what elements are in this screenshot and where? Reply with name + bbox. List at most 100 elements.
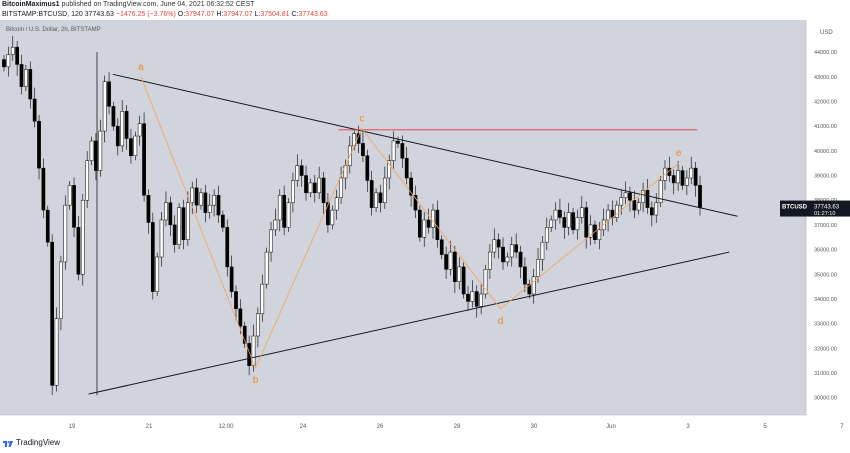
candle-body — [94, 140, 98, 171]
x-tick-label: 21 — [146, 424, 153, 430]
candle-body — [378, 192, 383, 203]
candle-body — [593, 224, 597, 240]
symbol-label[interactable]: BITSTAMP:BTCUSD, 120 — [2, 11, 83, 18]
candle-body — [234, 291, 238, 310]
candle-body — [277, 195, 282, 221]
open-value: 37947.07 — [185, 11, 215, 18]
candle-body — [89, 140, 94, 161]
y-tick-label: 44000.00 — [814, 50, 837, 56]
tradingview-footer[interactable]: TradingView — [3, 438, 60, 447]
y-tick-label: 40000.00 — [814, 149, 837, 155]
candle-body — [649, 207, 654, 216]
candle-body — [190, 187, 195, 203]
high-value: 37947.07 — [223, 11, 253, 18]
y-tick-label: 43000.00 — [814, 75, 837, 81]
y-tick-label: 32000.00 — [814, 346, 837, 352]
tradingview-logo-icon — [3, 440, 13, 447]
price-chart[interactable]: USD30000.0031000.0032000.0033000.0034000… — [0, 20, 850, 435]
candle-body — [444, 254, 448, 270]
candle-body — [488, 251, 492, 270]
candle-body — [273, 219, 278, 231]
candle-body — [155, 256, 160, 292]
candle-body — [225, 227, 230, 268]
candle-body — [693, 167, 698, 186]
wave-label-c: c — [359, 114, 364, 125]
x-tick-label: 19 — [69, 424, 76, 430]
x-tick-label: 28 — [454, 424, 461, 430]
candle-body — [168, 202, 173, 226]
x-tick-label: 12:00 — [218, 424, 234, 430]
candle-body — [137, 123, 142, 137]
candle-body — [628, 192, 632, 201]
candle-body — [339, 177, 343, 198]
candle-body — [571, 212, 575, 231]
chart-legend: Bitcoin / U.S. Dollar, 2h, BITSTAMP — [6, 27, 101, 33]
candle-body — [641, 190, 645, 203]
badge-countdown: 01:27:10 — [814, 211, 835, 217]
candle-body — [466, 293, 470, 302]
x-tick-label: 26 — [377, 424, 384, 430]
candle-body — [28, 69, 33, 100]
candle-body — [387, 160, 392, 179]
candle-body — [523, 266, 527, 285]
candle-body — [199, 192, 203, 206]
candle-body — [676, 170, 680, 184]
brand-name: TradingView — [16, 438, 61, 447]
candle-body — [579, 207, 584, 218]
wave-label-e: e — [676, 148, 682, 159]
candle-body — [645, 190, 650, 208]
candle-body — [317, 177, 322, 194]
candle-body — [431, 209, 435, 228]
candle-body — [391, 140, 396, 161]
candle-body — [536, 259, 540, 277]
candle-body — [623, 192, 628, 198]
candle-body — [356, 133, 361, 144]
candle-body — [470, 291, 475, 302]
candle-body — [63, 204, 68, 263]
candle-body — [334, 197, 339, 211]
candle-body — [404, 158, 409, 179]
candle-body — [558, 209, 562, 218]
publish-info: published on TradingView.com, June 04, 2… — [61, 1, 255, 8]
candle-body — [374, 192, 378, 208]
price-badge — [780, 200, 850, 217]
candle-body — [321, 177, 326, 203]
candle-body — [619, 197, 624, 206]
candle-body — [409, 177, 413, 196]
candle-body — [597, 229, 602, 240]
candle-body — [461, 266, 466, 295]
candle-body — [282, 195, 287, 228]
candle-body — [251, 335, 256, 366]
y-tick-label: 42000.00 — [814, 99, 837, 105]
candle-body — [509, 244, 514, 258]
x-tick-label: 5 — [763, 424, 767, 430]
candle-body — [72, 185, 76, 228]
candle-body — [413, 195, 418, 211]
x-tick-label: 30 — [531, 424, 538, 430]
candle-body — [67, 185, 72, 206]
last-price: 37743.63 — [84, 11, 114, 18]
candle-body — [247, 343, 251, 366]
candle-body — [172, 224, 177, 245]
candle-body — [264, 251, 269, 285]
candle-body — [457, 266, 462, 282]
wave-path — [140, 76, 679, 370]
candle-body — [185, 202, 190, 240]
candle-body — [216, 195, 221, 216]
badge-ticker: BTCUSD — [782, 205, 808, 211]
candle-body — [614, 204, 619, 218]
y-tick-label: 39000.00 — [814, 174, 837, 180]
author-name[interactable]: BitcoinMaximus1 — [2, 1, 60, 8]
candle-body — [426, 219, 431, 228]
candle-body — [527, 283, 532, 295]
candle-body — [238, 308, 243, 327]
candle-body — [32, 98, 37, 122]
candle-body — [540, 241, 545, 260]
y-tick-label: 30000.00 — [814, 396, 837, 402]
candle-body — [658, 180, 663, 203]
candle-body — [133, 135, 138, 157]
candle-body — [588, 224, 593, 238]
candle-body — [671, 175, 676, 184]
candle-body — [6, 54, 11, 68]
